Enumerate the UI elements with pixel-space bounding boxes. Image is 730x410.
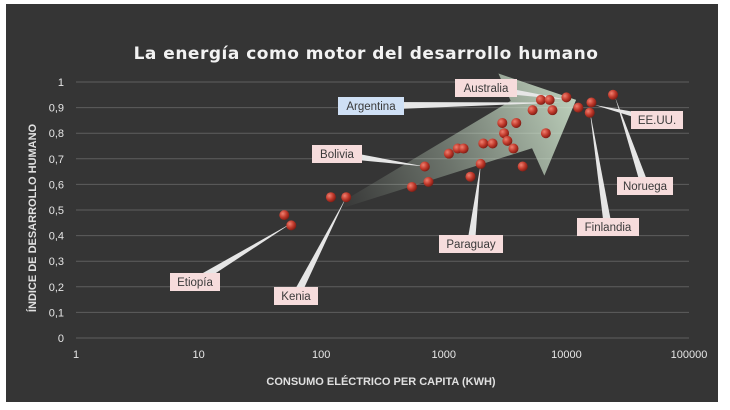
data-point (443, 148, 454, 159)
data-point (499, 128, 510, 139)
annotation-callout (467, 163, 481, 245)
annotation-label: Etiopía (177, 277, 213, 289)
annotation-box (170, 273, 220, 291)
x-tick-label: 10000 (551, 349, 582, 361)
y-tick-label: 0,5 (49, 205, 64, 217)
trend-arrow-layer (341, 73, 577, 208)
data-point (561, 92, 572, 103)
annotation-box (617, 177, 673, 195)
annotation-box (455, 79, 517, 97)
y-tick-labels: 0 0,1 0,2 0,3 0,4 0,5 0,6 0,7 0,8 0,9 1 (49, 77, 64, 345)
annotation-callout (370, 102, 561, 110)
annotation-bolivia: Bolivia (312, 145, 362, 163)
data-point (419, 161, 430, 172)
annotation-argentina: Argentina (338, 97, 404, 115)
data-point (406, 181, 417, 192)
x-tick-labels: 1 10 100 1000 10000 100000 (73, 349, 707, 361)
y-tick-label: 0,8 (49, 128, 64, 140)
annotation-eeuu: EE.UU. (631, 111, 683, 129)
data-points (279, 89, 619, 231)
data-point (341, 192, 352, 203)
annotation-box (312, 145, 362, 163)
y-tick-label: 0,2 (49, 282, 64, 294)
annotation-noruega: Noruega (617, 177, 673, 195)
data-point (465, 171, 476, 182)
annotation-label: Noruega (623, 181, 668, 193)
annotation-label: Bolivia (320, 149, 354, 161)
data-point (279, 210, 290, 221)
data-point (511, 117, 522, 128)
data-point (584, 107, 595, 118)
x-tick-label: 10 (192, 349, 204, 361)
x-tick-label: 1000 (432, 349, 456, 361)
data-point (497, 117, 508, 128)
annotation-etiopa: Etiopía (170, 273, 220, 291)
data-point (547, 105, 558, 116)
y-tick-label: 0,6 (49, 179, 64, 191)
annotation-label: Argentina (346, 101, 396, 113)
y-axis-title: ÍNDICE DE DESARROLLO HUMANO (26, 123, 39, 312)
chart-panel: La energía como motor del desarrollo hum… (6, 4, 718, 402)
annotation-kenia: Kenia (274, 287, 318, 305)
annotation-box (439, 235, 503, 253)
annotation-callout (192, 222, 293, 286)
data-point (573, 102, 584, 113)
annotation-paraguay: Paraguay (439, 235, 503, 253)
annotation-label: Paraguay (446, 239, 495, 251)
data-point (502, 135, 513, 146)
annotation-callout (589, 110, 612, 228)
data-point (478, 138, 489, 149)
data-point (325, 192, 336, 203)
annotation-box (577, 218, 639, 236)
data-point (508, 143, 519, 154)
data-point (608, 89, 619, 100)
annotation-box (631, 111, 683, 129)
annotation-box (338, 97, 404, 115)
annotation-label: Australia (464, 83, 509, 95)
chart-background (6, 4, 718, 402)
annotation-label: Kenia (281, 291, 311, 303)
data-point (458, 143, 469, 154)
trend-arrow (341, 73, 577, 208)
x-tick-label: 1 (73, 349, 79, 361)
data-point (423, 176, 434, 187)
data-point (517, 161, 528, 172)
y-tick-label: 0,1 (49, 307, 64, 319)
annotation-label: EE.UU. (638, 115, 676, 127)
annotation-box (274, 287, 318, 305)
y-tick-label: 0,7 (49, 154, 64, 166)
data-point (527, 105, 538, 116)
data-point (586, 97, 597, 108)
y-tick-label: 0,9 (49, 103, 64, 115)
annotation-callout (292, 197, 347, 298)
trend-arrow-shape (341, 73, 577, 208)
y-tick-label: 0,4 (49, 231, 64, 243)
x-tick-label: 100000 (671, 349, 708, 361)
y-tick-label: 0 (58, 333, 64, 345)
annotation-labels: Australia Argentina EE.UU. Bolivia Noruega Fi… (170, 79, 683, 305)
data-point (535, 94, 546, 105)
data-point (544, 94, 555, 105)
data-point (286, 220, 297, 231)
annotation-label: Finlandia (585, 222, 632, 234)
data-point (540, 128, 551, 139)
annotation-australia: Australia (455, 79, 517, 97)
annotation-callout (615, 97, 649, 188)
y-tick-label: 1 (58, 77, 64, 89)
data-point (487, 138, 498, 149)
annotation-finlandia: Finlandia (577, 218, 639, 236)
scatter-chart: La energía como motor del desarrollo hum… (6, 4, 718, 402)
data-point (475, 158, 486, 169)
x-tick-label: 100 (312, 349, 330, 361)
chart-title: La energía como motor del desarrollo hum… (134, 44, 599, 64)
y-tick-label: 0,3 (49, 256, 64, 268)
x-axis-title: CONSUMO ELÉCTRICO PER CAPITA (KWH) (266, 375, 495, 388)
